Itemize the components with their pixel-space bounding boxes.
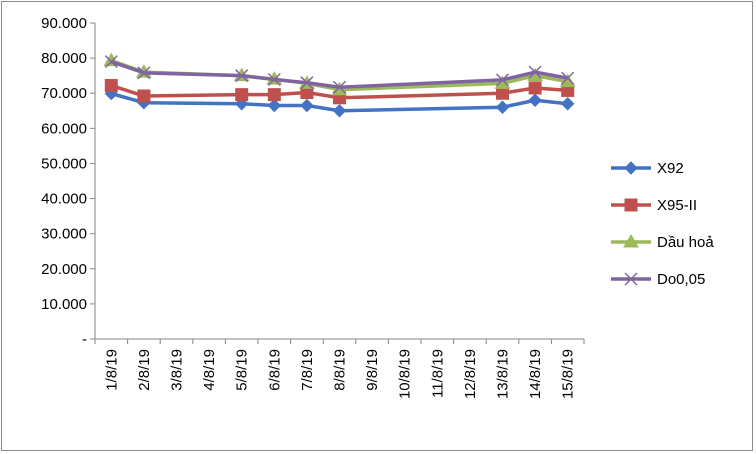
x-marker-stroke xyxy=(561,71,575,85)
series-group xyxy=(103,52,576,118)
x-tick-label: 12/8/19 xyxy=(462,349,479,399)
y-tick-label: 10.000 xyxy=(41,296,87,313)
diamond-marker xyxy=(528,93,542,107)
x-tick-label: 15/8/19 xyxy=(560,349,577,399)
y-tick-label: 70.000 xyxy=(41,85,87,102)
legend-item: Dầu hoả xyxy=(611,234,714,251)
y-tick-label: 80.000 xyxy=(41,50,87,67)
legend-label: Dầu hoả xyxy=(657,234,714,251)
x-tick-label: 5/8/19 xyxy=(234,349,251,391)
series-X95-II xyxy=(104,78,575,105)
diamond-marker xyxy=(332,104,347,118)
x-tick-label: 7/8/19 xyxy=(299,349,316,391)
square-marker xyxy=(528,81,542,95)
x-marker xyxy=(495,73,510,87)
diamond-marker xyxy=(560,97,575,111)
diamond-marker xyxy=(624,161,638,175)
square-marker xyxy=(624,198,638,212)
axes xyxy=(94,23,584,340)
diamond-marker xyxy=(300,98,314,113)
x-marker xyxy=(137,66,151,80)
x-tick-label: 4/8/19 xyxy=(201,349,218,391)
legend-item: X92 xyxy=(611,160,684,177)
legend: X92 X95-II Dầu hoả Do0,05 xyxy=(611,160,714,288)
x-tick-label: 3/8/19 xyxy=(169,349,186,391)
x-axis-ticks: 1/8/19 2/8/19 3/8/19 4/8/19 5/8/19 6/8/19 7/8/… xyxy=(94,339,585,399)
x-tick-label: 8/8/19 xyxy=(332,349,349,391)
x-marker xyxy=(104,55,118,69)
x-marker-stroke xyxy=(332,80,347,94)
x-marker-stroke xyxy=(267,72,281,87)
x-marker xyxy=(332,80,347,94)
x-tick-label: 1/8/19 xyxy=(103,349,120,391)
x-marker-stroke xyxy=(624,272,638,286)
x-marker-stroke xyxy=(104,55,118,69)
x-marker-stroke xyxy=(137,66,151,80)
legend-label: Do0,05 xyxy=(657,271,705,288)
triangle-marker xyxy=(623,234,639,248)
y-tick-label: - xyxy=(82,331,87,348)
y-tick-label: 30.000 xyxy=(41,226,87,243)
x-tick-label: 11/8/19 xyxy=(429,349,446,398)
y-tick-label: 60.000 xyxy=(41,120,87,137)
y-axis-ticks: - 10.000 20.000 30.000 40.000 50.000 60.000 70.… xyxy=(41,15,95,348)
square-marker xyxy=(137,89,151,103)
legend-label: X95-II xyxy=(657,197,697,214)
diamond-marker xyxy=(495,100,510,114)
diamond-marker xyxy=(267,98,282,113)
y-tick-label: 90.000 xyxy=(41,15,87,32)
square-marker xyxy=(235,88,249,102)
y-tick-label: 40.000 xyxy=(41,191,87,208)
square-marker xyxy=(267,88,281,102)
x-marker xyxy=(267,72,281,87)
x-tick-label: 10/8/19 xyxy=(397,349,414,399)
x-marker xyxy=(300,76,314,90)
y-tick-label: 50.000 xyxy=(41,155,87,172)
x-marker-stroke xyxy=(300,76,314,90)
series-Do0,05 xyxy=(104,55,575,94)
square-marker xyxy=(104,78,118,92)
x-marker xyxy=(528,65,542,79)
x-marker-stroke xyxy=(235,69,249,83)
x-marker-stroke xyxy=(495,73,510,87)
square-marker xyxy=(496,86,509,100)
x-tick-label: 9/8/19 xyxy=(364,349,381,391)
x-tick-label: 14/8/19 xyxy=(527,349,544,399)
x-tick-label: 13/8/19 xyxy=(495,349,512,399)
legend-item: X95-II xyxy=(611,197,697,214)
x-marker-stroke xyxy=(528,65,542,79)
x-marker xyxy=(561,71,575,85)
x-tick-label: 6/8/19 xyxy=(266,349,283,391)
legend-label: X92 xyxy=(657,160,684,177)
legend-item: Do0,05 xyxy=(611,271,705,288)
x-marker xyxy=(235,69,249,83)
x-tick-label: 2/8/19 xyxy=(136,349,153,391)
x-marker xyxy=(624,272,638,286)
y-tick-label: 20.000 xyxy=(41,261,87,278)
